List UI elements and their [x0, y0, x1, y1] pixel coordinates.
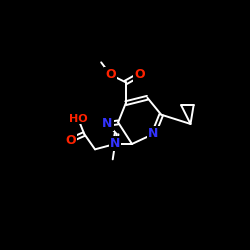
Text: N: N [102, 118, 113, 130]
Text: O: O [105, 68, 116, 81]
Text: O: O [65, 134, 76, 146]
Text: N: N [148, 128, 159, 140]
Text: N: N [110, 138, 120, 150]
Text: HO: HO [69, 114, 87, 124]
Text: O: O [134, 68, 145, 81]
